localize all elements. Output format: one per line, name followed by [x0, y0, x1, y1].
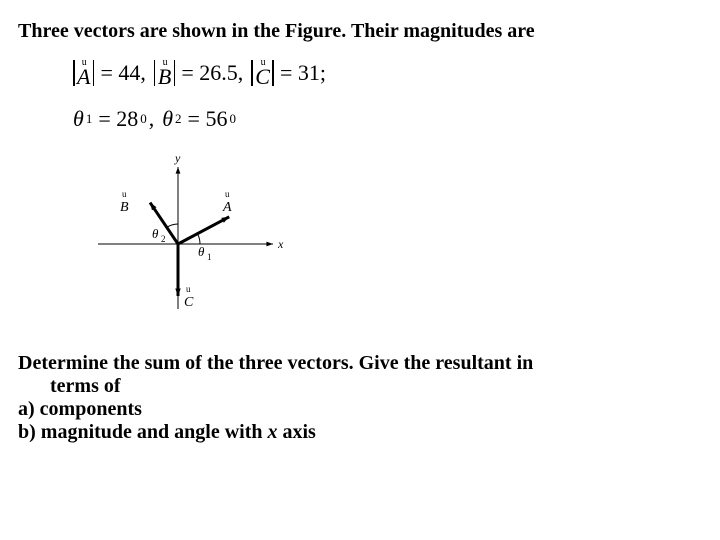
- q-line1a: Determine the sum of the three vectors. …: [18, 352, 702, 375]
- magnitude-equation: u A = 44, u B = 26.5, u C = 31;: [73, 51, 702, 95]
- q-line1b: terms of: [50, 375, 702, 398]
- val-B: = 26.5,: [181, 51, 243, 95]
- svg-text:θ: θ: [152, 226, 159, 241]
- q-line2: a) components: [18, 398, 702, 421]
- theta2-symbol: θ: [162, 97, 173, 141]
- comma: ,: [149, 97, 155, 141]
- svg-text:u: u: [186, 284, 191, 294]
- vec-A-letter: A: [77, 66, 90, 88]
- vec-C-letter: C: [255, 66, 270, 88]
- question-block: Determine the sum of the three vectors. …: [18, 352, 702, 444]
- svg-text:θ: θ: [198, 244, 205, 259]
- vector-diagram: yxuAuBuCθ1θ2: [78, 149, 702, 324]
- abs-C: u C: [251, 58, 274, 88]
- val-C: = 31;: [280, 51, 326, 95]
- theta2-sub: 2: [175, 106, 182, 132]
- svg-text:C: C: [184, 295, 194, 310]
- theta2-val: = 56: [188, 97, 228, 141]
- svg-text:B: B: [120, 200, 129, 215]
- theta1-val: = 28: [98, 97, 138, 141]
- svg-text:y: y: [174, 151, 181, 165]
- abs-B: u B: [154, 58, 175, 88]
- theta1-symbol: θ: [73, 97, 84, 141]
- svg-text:u: u: [122, 189, 127, 199]
- svg-text:A: A: [222, 200, 232, 215]
- q-line3-post: axis: [278, 421, 316, 443]
- vec-B-letter: B: [158, 66, 171, 88]
- val-A: = 44,: [100, 51, 145, 95]
- q-line3: b) magnitude and angle with x axis: [18, 421, 702, 444]
- q-line3-pre: b) magnitude and angle with: [18, 421, 268, 443]
- diagram-svg: yxuAuBuCθ1θ2: [78, 149, 298, 319]
- angle-equation: θ1 = 280, θ2 = 560: [73, 97, 702, 141]
- deg2: 0: [229, 106, 236, 132]
- theta1-sub: 1: [86, 106, 93, 132]
- title-text: Three vectors are shown in the Figure. T…: [18, 20, 702, 43]
- svg-text:2: 2: [161, 234, 166, 244]
- svg-text:1: 1: [207, 252, 212, 262]
- x-axis-var: x: [268, 421, 278, 443]
- svg-text:x: x: [277, 237, 284, 251]
- deg1: 0: [140, 106, 147, 132]
- abs-A: u A: [73, 58, 94, 88]
- math-block: u A = 44, u B = 26.5, u C = 31; θ1 = 280…: [73, 51, 702, 141]
- svg-text:u: u: [225, 189, 230, 199]
